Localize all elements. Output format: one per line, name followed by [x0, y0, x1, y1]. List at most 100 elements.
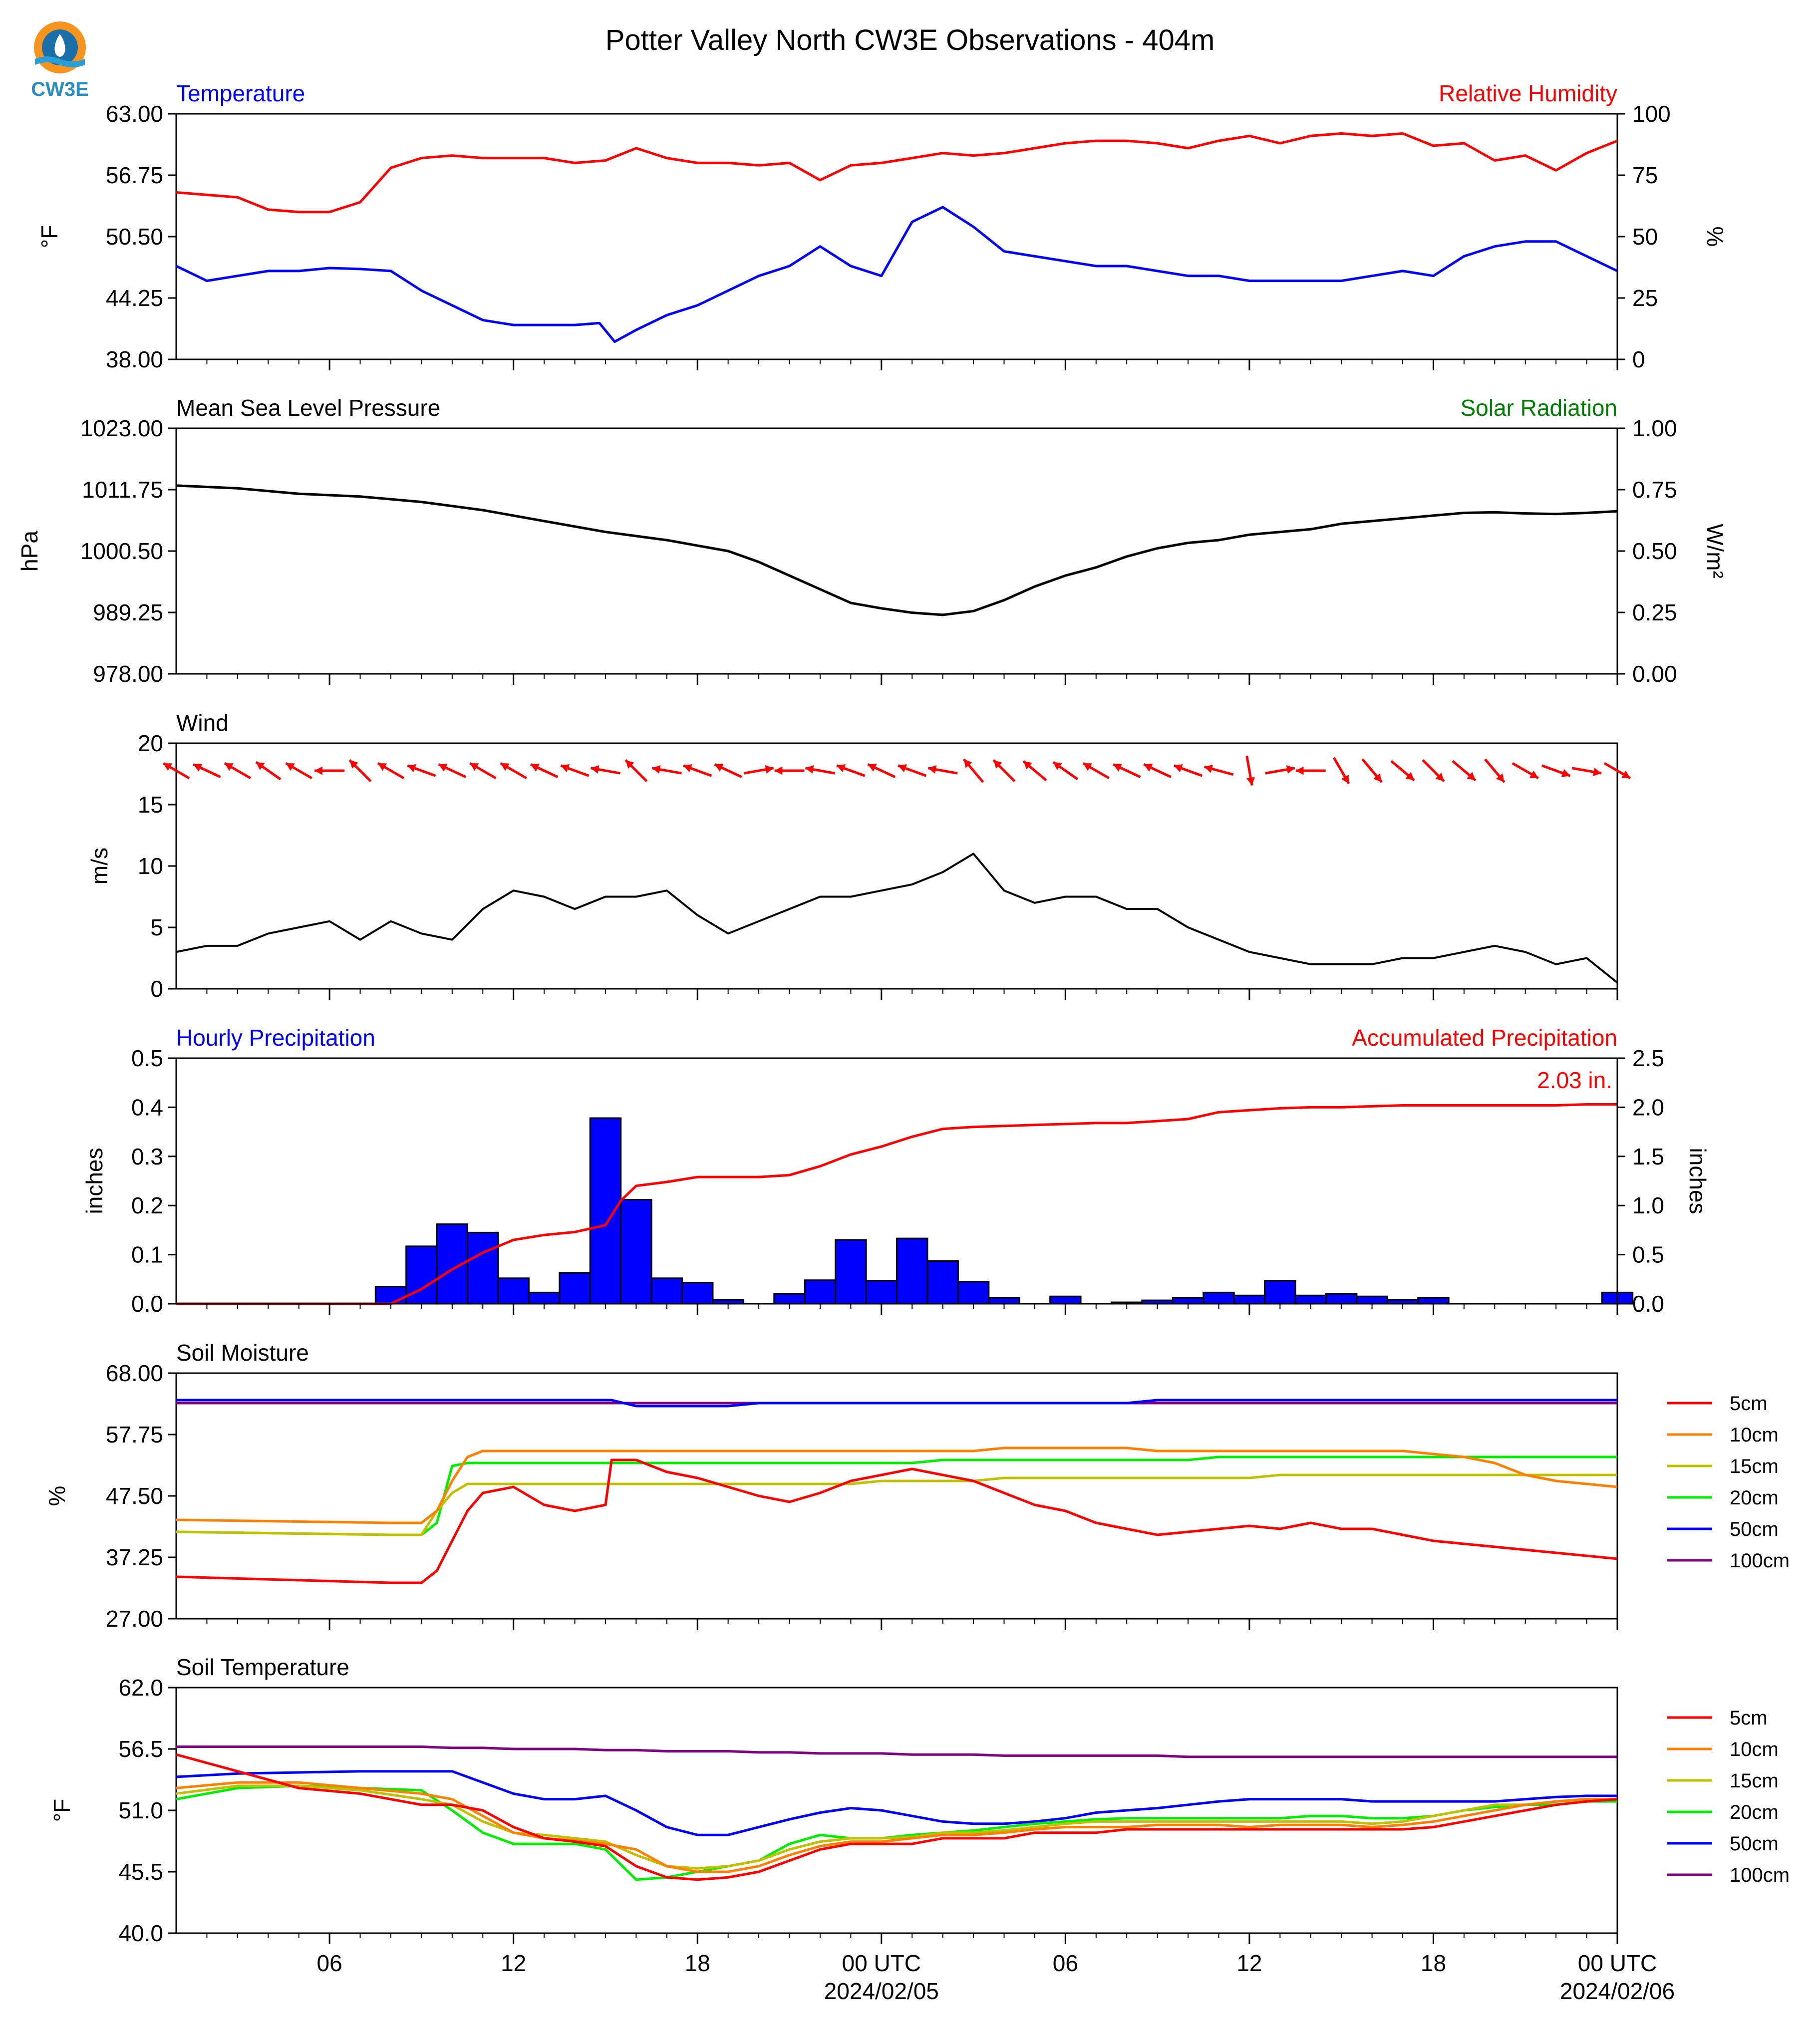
figure-title: Potter Valley North CW3E Observations - … [606, 24, 1215, 56]
y-tick-label: 62.0 [118, 1675, 163, 1701]
wind-arrow [1603, 762, 1631, 780]
pressure-panel: Mean Sea Level Pressure Solar Radiation 10… [16, 395, 1728, 687]
wind-arrow [836, 764, 866, 777]
wind-arrow-head [1053, 762, 1062, 770]
x-tick-label: 06 [317, 1950, 342, 1976]
y-tick-label: 63.00 [106, 101, 163, 127]
precip-bar [1294, 1294, 1327, 1305]
precip-bar [589, 1117, 622, 1305]
precip-bar [1049, 1295, 1082, 1305]
wind-arrow [1112, 763, 1141, 778]
y-tick-label: 989.25 [93, 599, 163, 625]
wind-title: Wind [176, 710, 229, 736]
y-tick-label: 50.50 [106, 224, 163, 250]
wind-arrow [438, 763, 467, 778]
wind-arrow-head [683, 764, 692, 773]
accum-precip-unit: inches [1685, 1148, 1711, 1214]
wind-arrow [927, 765, 958, 775]
y2-tick-label: 100 [1632, 101, 1671, 127]
wind-arrow-head [561, 764, 570, 773]
legend-label: 100cm [1730, 1550, 1790, 1572]
wind-arrow-head [224, 763, 234, 771]
temperature-panel: Temperature Relative Humidity 63.00 56.75 50… [36, 80, 1728, 372]
wind-arrow [1361, 758, 1383, 783]
wind-arrow [624, 759, 648, 782]
wind-arrow [867, 763, 896, 778]
wind-arrow-head [963, 759, 972, 768]
x-tick-label: 00 UTC [1578, 1950, 1657, 1976]
precip-bar [650, 1277, 683, 1305]
wind-arrow-head [1083, 763, 1092, 771]
y-tick-label: 5 [150, 914, 163, 940]
y-tick-label: 10 [138, 853, 163, 879]
wind-arrow [1390, 760, 1415, 782]
y-tick-label: 40.0 [118, 1920, 163, 1946]
precip-bar [896, 1237, 928, 1305]
wind-arrow [992, 759, 1016, 782]
solar-title: Solar Radiation [1460, 395, 1617, 421]
precip-bar [467, 1231, 499, 1305]
wind-arrow [651, 765, 682, 775]
y-tick-label: 57.75 [106, 1422, 163, 1448]
wind-arrow [407, 764, 436, 777]
wind-arrow-head [868, 764, 877, 772]
temperature-unit: °F [36, 225, 62, 249]
precip-bar [804, 1279, 837, 1305]
wind-arrow-head [377, 763, 387, 771]
y-tick-label: 44.25 [106, 285, 163, 311]
wind-arrow-head [314, 766, 322, 775]
wind-arrow-head [193, 764, 203, 772]
y2-tick-label: 0.5 [1632, 1242, 1664, 1268]
wind-arrow [1512, 762, 1539, 780]
y-tick-label: 38.00 [106, 346, 163, 372]
wind-arrow-head [928, 765, 937, 774]
y-tick-label: 27.00 [106, 1606, 163, 1632]
y2-tick-label: 2.5 [1632, 1045, 1664, 1071]
soil-temperature-line [176, 1753, 1618, 1881]
y-tick-label: 45.5 [118, 1859, 163, 1885]
humidity-line [176, 132, 1618, 214]
precip-bar [926, 1260, 959, 1305]
wind-arrow [1484, 758, 1506, 783]
wind-speed-line [176, 853, 1618, 984]
y2-tick-label: 0 [1632, 346, 1645, 372]
wind-arrow-head [500, 763, 510, 771]
logo-text: CW3E [31, 78, 89, 100]
wind-arrow-head [1621, 770, 1630, 778]
wind-arrow [285, 762, 312, 780]
y2-tick-label: 1.5 [1632, 1144, 1664, 1169]
legend-label: 100cm [1730, 1864, 1790, 1886]
plot-frame [175, 1057, 1618, 1305]
accum-precip-line [176, 1103, 1617, 1305]
y-tick-label: 47.50 [106, 1483, 163, 1509]
wind-arrow-head [286, 763, 295, 771]
wind-arrow [560, 764, 590, 777]
wind-arrow [744, 765, 774, 775]
wind-arrow [1082, 762, 1110, 780]
wind-arrow [714, 763, 742, 778]
wind-arrow-head [1593, 767, 1602, 776]
y-tick-label: 0.3 [131, 1144, 163, 1169]
temperature-title: Temperature [176, 80, 305, 106]
wind-arrow [1422, 759, 1445, 782]
y2-tick-label: 50 [1632, 224, 1658, 250]
wind-unit: m/s [86, 848, 112, 884]
wind-arrow-head [1405, 772, 1415, 781]
legend-label: 10cm [1730, 1738, 1779, 1760]
wind-arrow-head [407, 764, 417, 773]
y-tick-label: 51.0 [118, 1797, 163, 1823]
wind-arrow-head [805, 765, 814, 774]
wind-arrow-head [438, 764, 448, 772]
y-tick-label: 0 [150, 976, 163, 1002]
y-tick-label: 15 [138, 792, 163, 818]
soil-temperature-panel: Soil Temperature 62.0 56.5 51.0 45.5 40.0 °F 06… [49, 1654, 1790, 2004]
humidity-title: Relative Humidity [1439, 80, 1617, 106]
precip-bar [1417, 1297, 1450, 1305]
y2-tick-label: 0.75 [1632, 477, 1677, 503]
precip-bar [988, 1297, 1020, 1305]
hourly-precip-unit: inches [81, 1148, 107, 1214]
legend-label: 5cm [1730, 1707, 1768, 1729]
y2-tick-label: 0.00 [1632, 661, 1677, 687]
wind-arrow-head [714, 764, 724, 772]
